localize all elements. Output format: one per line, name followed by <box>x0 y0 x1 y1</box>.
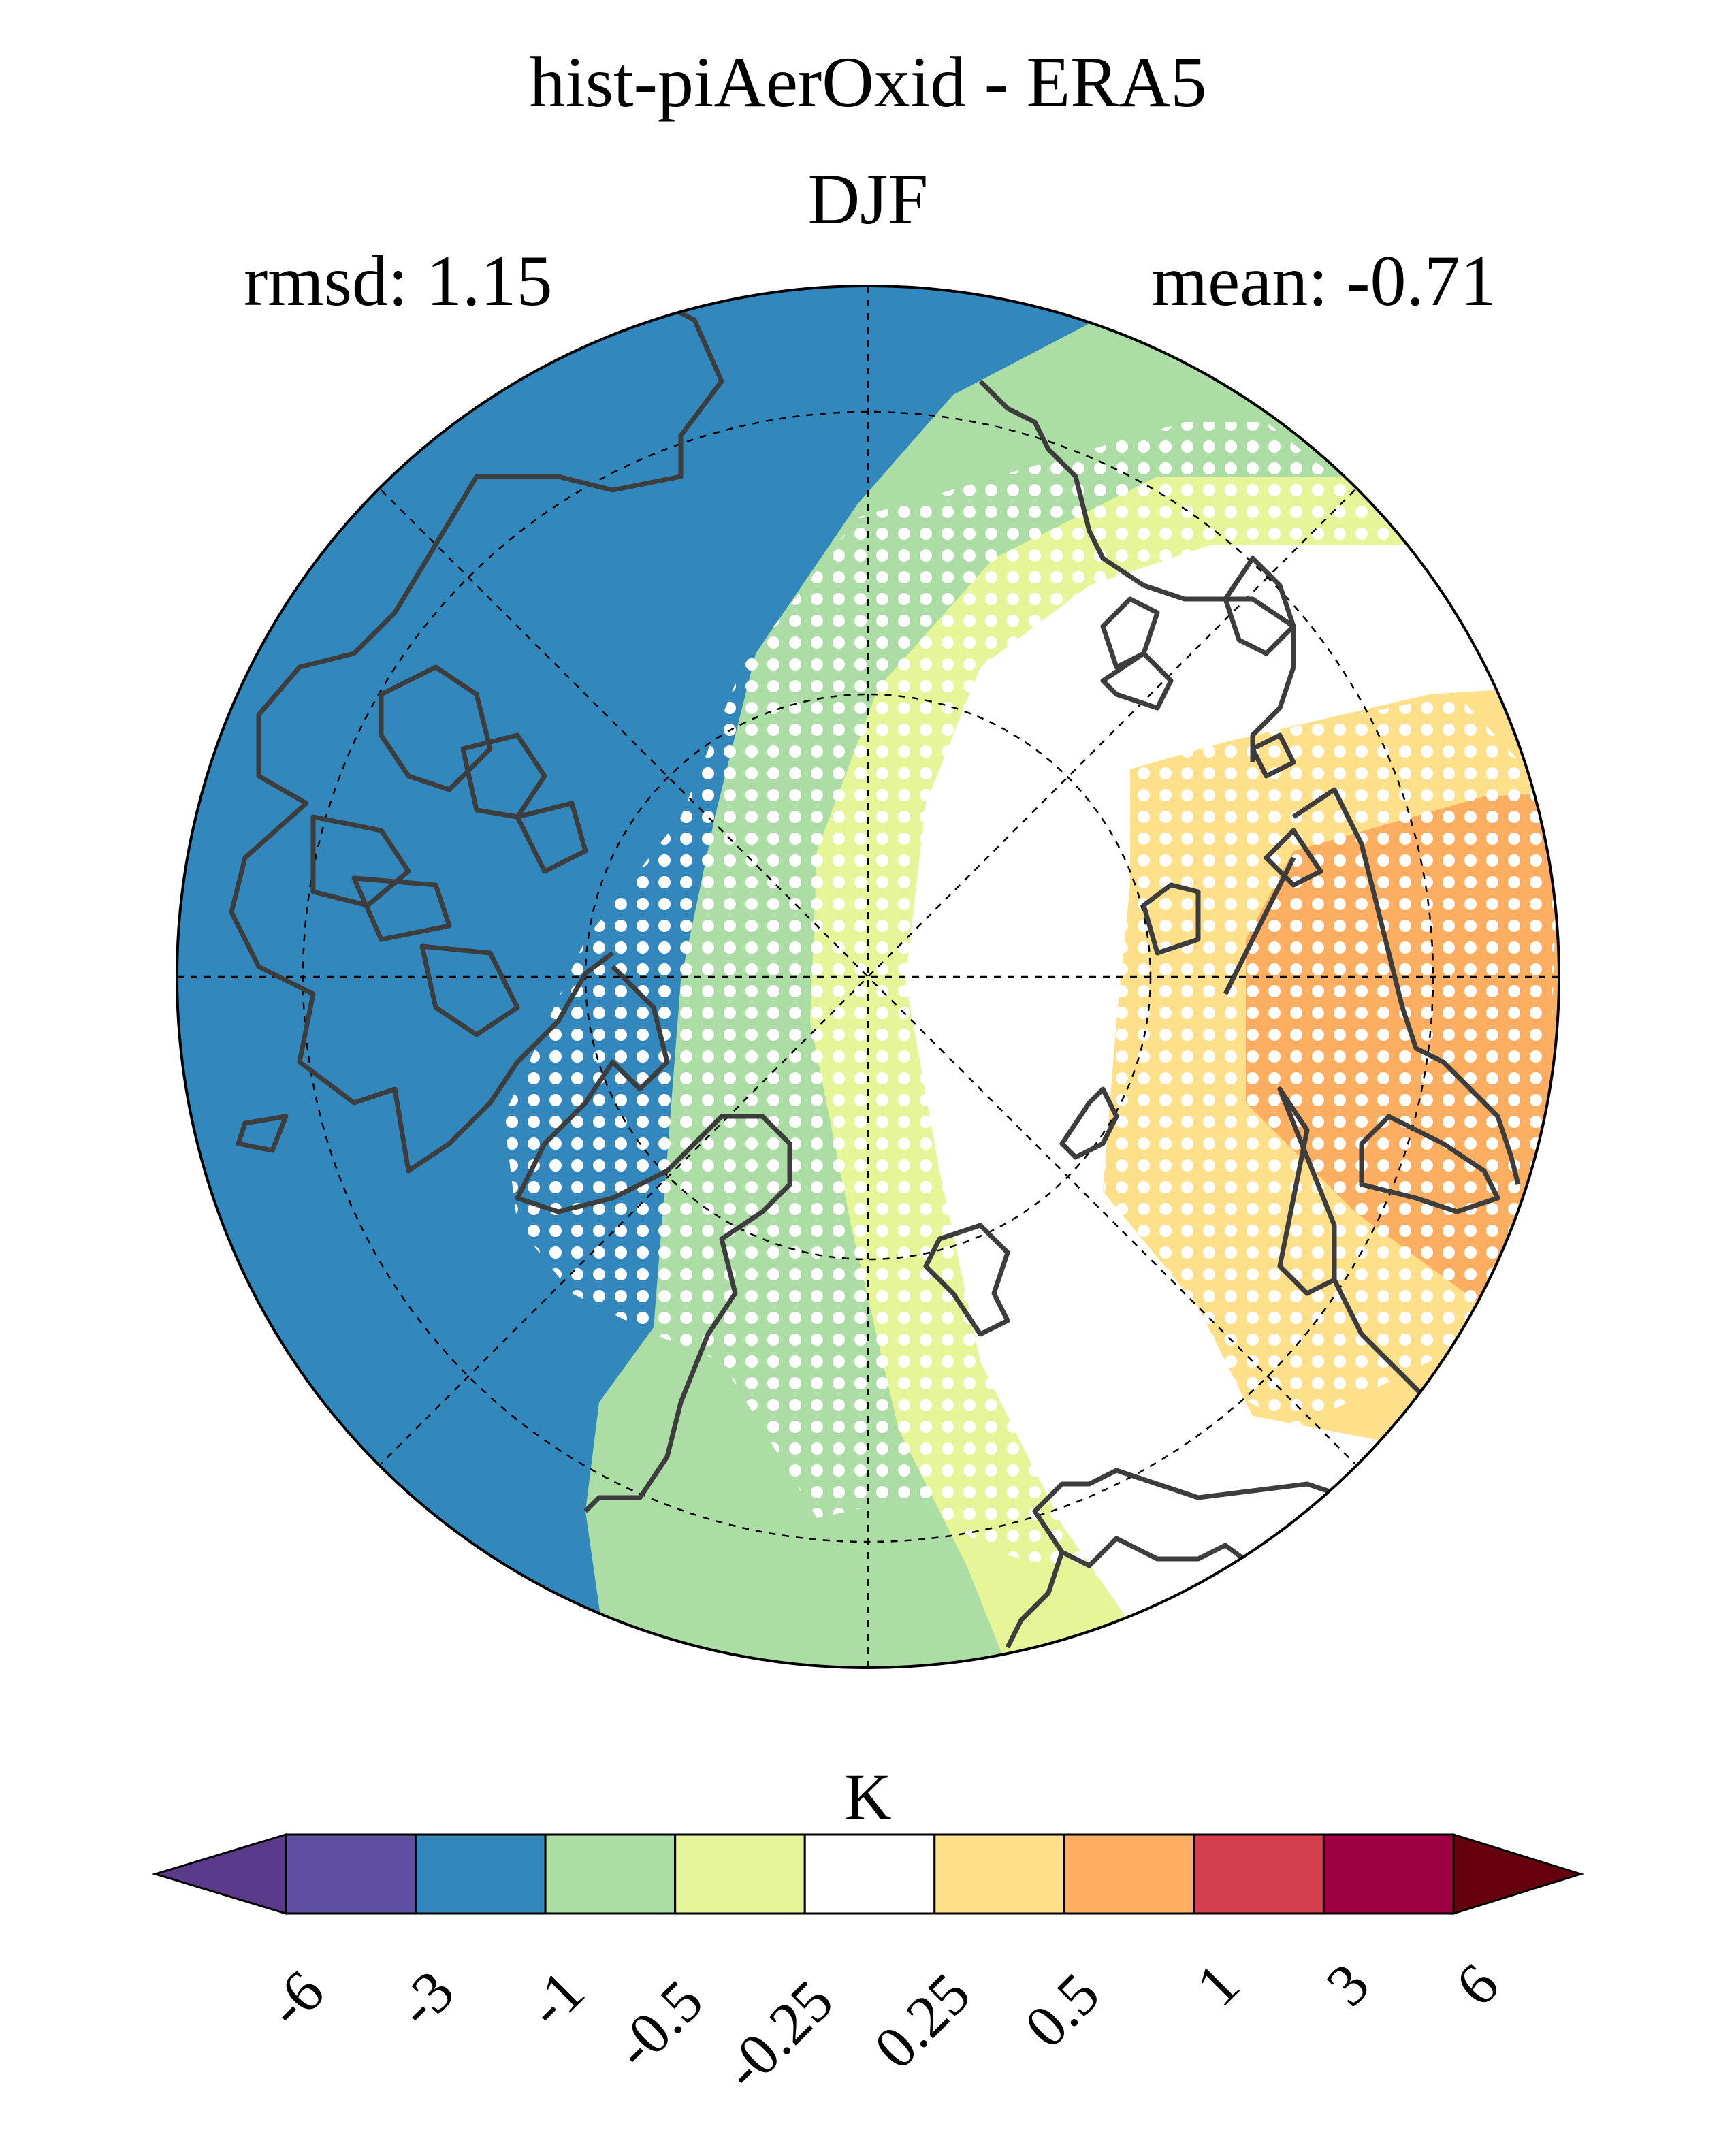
map-border <box>176 285 1560 1669</box>
colorbar-bin <box>285 1833 417 1915</box>
colorbar-bin <box>1193 1833 1325 1915</box>
colorbar-bin <box>415 1833 547 1915</box>
mean-label: mean: -0.71 <box>1151 241 1496 321</box>
significance-stippling-east <box>1103 694 1559 1430</box>
colorbar-unit-label: K <box>844 1760 892 1833</box>
map-title: hist-piAerOxid - ERA5 <box>529 42 1207 122</box>
colorbar-bin <box>674 1833 806 1915</box>
colorbar-bin <box>933 1833 1065 1915</box>
colorbar-under-arrow <box>151 1833 287 1916</box>
season-label: DJF <box>807 159 929 239</box>
colorbar-over-arrow <box>1452 1833 1585 1916</box>
coastlines <box>229 297 1521 1649</box>
colorbar-bin <box>1063 1833 1195 1915</box>
rmsd-label: rmsd: 1.15 <box>244 241 553 321</box>
colorbar-bin <box>803 1833 936 1915</box>
significance-stippling-north <box>1008 422 1334 681</box>
colorbar-bin <box>544 1833 677 1915</box>
colorbar-bin <box>1322 1833 1455 1915</box>
